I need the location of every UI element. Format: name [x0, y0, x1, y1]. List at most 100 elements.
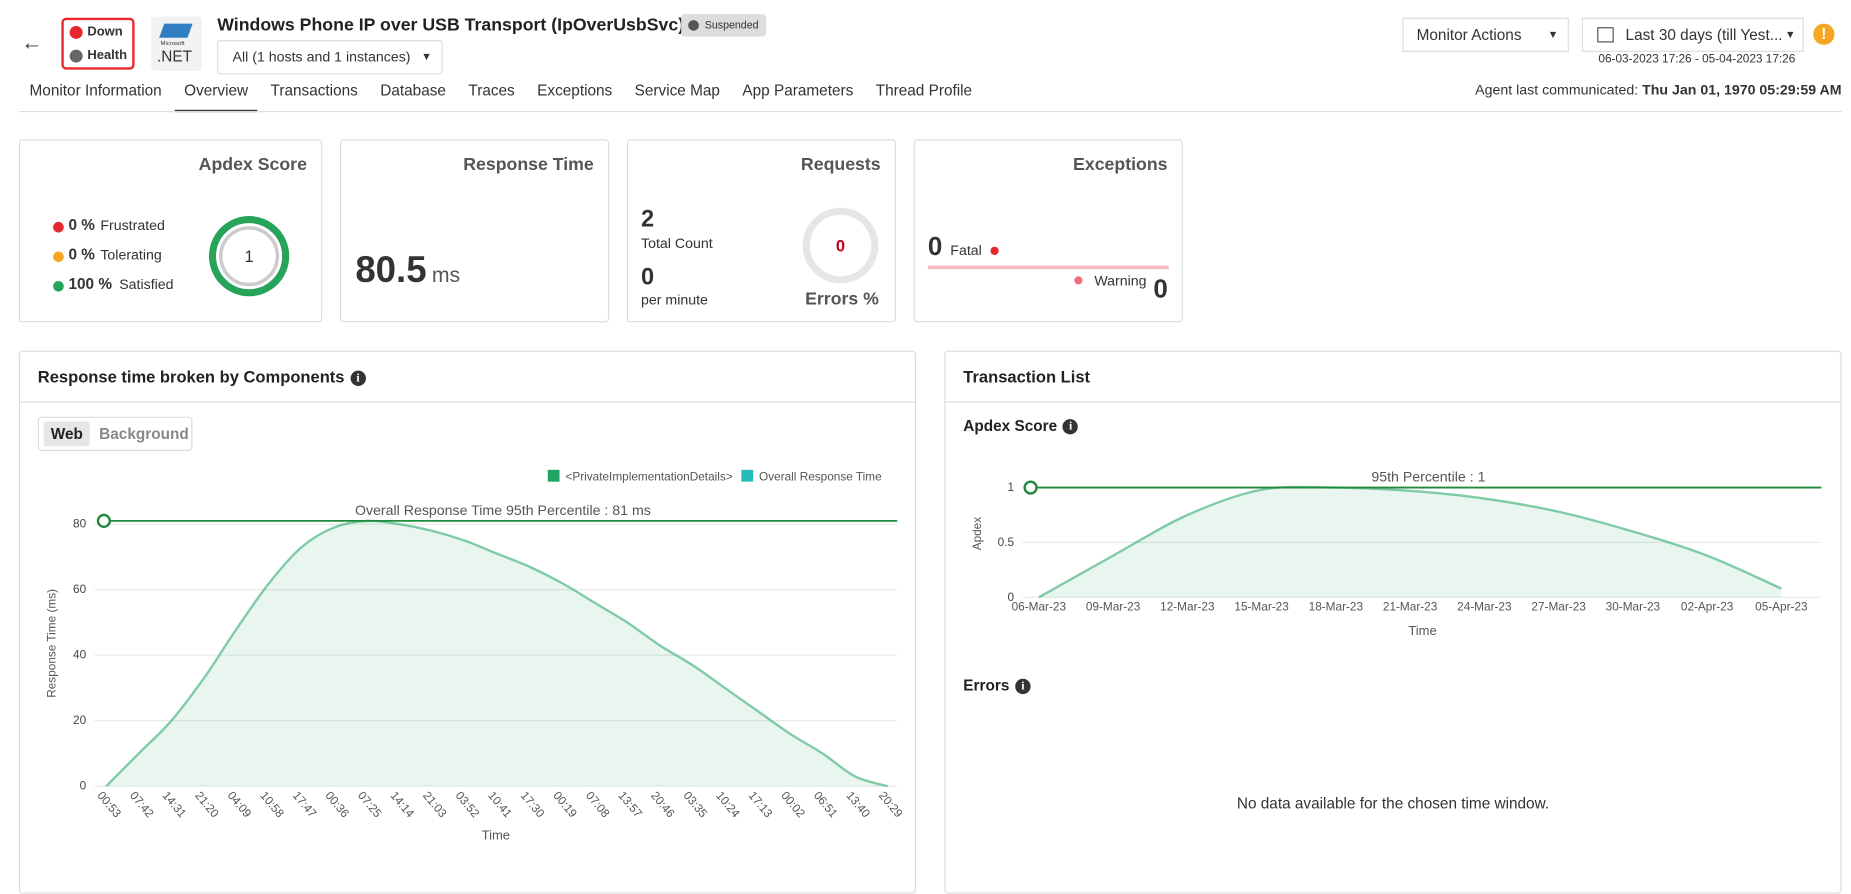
time-range[interactable]: Last 30 days (till Yest... ▼ — [1581, 17, 1804, 52]
x-tick-label: 07:25 — [355, 789, 385, 821]
response-value-row: 80.5 ms — [355, 249, 460, 291]
card-title: Response Time — [463, 154, 594, 175]
legend-label[interactable]: Overall Response Time — [759, 469, 882, 483]
ring — [802, 207, 879, 284]
tab[interactable]: App Parameters — [742, 81, 854, 100]
errors-heading: Errors i — [963, 676, 1031, 695]
apdex-chart: 0 0.5 1 06-Mar-23 09-Mar-23 12-Mar-23 15-Mar-2… — [970, 470, 1822, 638]
tab[interactable]: Overview — [174, 81, 258, 113]
x-tick-label: 13:57 — [615, 789, 645, 821]
caret: ▼ — [1547, 28, 1559, 41]
x-tick-label: 00:36 — [322, 789, 352, 821]
apdex-value: 0 % — [68, 245, 95, 264]
health: Health — [87, 48, 128, 63]
x-tick-label: 15-Mar-23 — [1234, 599, 1289, 613]
x-tick-label: 21:03 — [420, 789, 450, 821]
y-tick-label: 0.5 — [998, 535, 1015, 549]
apdex-card: Apdex Score 0 % Frustrated 0 % Tolerating 10… — [18, 139, 323, 323]
exceptions-card: Exceptions 0 Fatal Warning 0 — [913, 139, 1183, 323]
legend-label[interactable]: <PrivateImplementationDetails> — [565, 469, 732, 483]
info-icon[interactable]: i — [350, 370, 366, 387]
x-tick-label: 13:40 — [843, 789, 873, 821]
toggle-background[interactable]: Background — [99, 424, 189, 443]
x-tick-label: 00:02 — [778, 789, 808, 821]
legend-dot — [53, 251, 64, 263]
caret: ▼ — [1785, 28, 1796, 41]
caret: ▼ — [421, 50, 432, 63]
tab-divider — [18, 110, 1842, 113]
ring-inner — [218, 226, 280, 287]
legend-swatch — [741, 469, 754, 482]
x-tick-label: 06:51 — [811, 789, 841, 821]
apdex-label: Satisfied — [119, 276, 174, 293]
x-tick-label: 30-Mar-23 — [1606, 599, 1661, 613]
tab[interactable]: Transactions — [270, 81, 358, 100]
monitor-actions[interactable]: Monitor Actions ▼ — [1402, 17, 1569, 52]
agent-status: Agent last communicated: Thu Jan 01, 197… — [1475, 81, 1841, 98]
tab[interactable]: Thread Profile — [875, 81, 973, 100]
status-box[interactable]: Down Health — [61, 17, 135, 70]
status-text: Suspended — [704, 18, 759, 31]
rate: 0 — [641, 264, 655, 291]
x-axis-label: Time — [482, 827, 510, 842]
response-card: Response Time 80.5 ms — [339, 139, 610, 323]
logo-text: .NET — [157, 47, 192, 65]
x-tick-label: 02-Apr-23 — [1681, 599, 1734, 613]
x-tick-label: 03:35 — [681, 789, 711, 821]
tab[interactable]: Database — [380, 81, 446, 100]
panel-divider — [20, 401, 915, 403]
instances-dropdown[interactable]: All (1 hosts and 1 instances) ▼ — [217, 40, 443, 75]
x-tick-label: 00:19 — [550, 789, 580, 821]
y-tick-label: 60 — [73, 582, 87, 596]
fatal-label: Fatal — [950, 242, 982, 259]
x-tick-label: 10:24 — [713, 789, 743, 821]
alert-icon[interactable]: ! — [1813, 23, 1835, 45]
page: ← Down Health Microsoft .NET Windows Pho… — [18, 14, 1842, 894]
info-icon[interactable]: i — [1015, 678, 1031, 695]
apdex-value: 0 % — [68, 216, 95, 234]
app: ← Down Health Microsoft .NET Windows Pho… — [18, 14, 1842, 894]
area — [106, 520, 888, 787]
panel-title: Response time broken by Components i — [37, 367, 366, 387]
back-button[interactable]: ← — [21, 30, 43, 55]
fatal-dot — [990, 246, 999, 255]
toggle-web[interactable]: Web — [43, 421, 90, 447]
pause-icon — [688, 20, 699, 31]
panel-title-text: Response time broken by Components — [37, 367, 345, 387]
legend-swatch — [547, 469, 560, 482]
x-tick-label: 17:13 — [746, 789, 776, 821]
apdex-label: Frustrated — [100, 217, 165, 234]
reference-marker — [96, 513, 111, 528]
reference-label: 95th Percentile : 1 — [1371, 470, 1485, 486]
line — [105, 519, 889, 788]
y-tick-label: 80 — [73, 517, 87, 531]
tab[interactable]: Service Map — [634, 81, 720, 100]
agent-label: Agent last communicated: — [1475, 81, 1639, 98]
response-value: 80.5 — [355, 249, 427, 291]
x-tick-label: 00:53 — [95, 789, 125, 821]
logo-mark — [159, 23, 193, 38]
info-icon[interactable]: i — [1063, 419, 1079, 435]
warning-count: 0 — [1153, 273, 1168, 304]
x-tick-label: 21-Mar-23 — [1383, 599, 1438, 613]
tab[interactable]: Monitor Information — [29, 81, 162, 100]
errors-heading-text: Errors — [963, 676, 1010, 695]
x-tick-label: 24-Mar-23 — [1457, 599, 1512, 613]
health-icon — [69, 49, 83, 63]
tab[interactable]: Exceptions — [537, 81, 613, 100]
reference-label: Overall Response Time 95th Percentile : … — [355, 503, 651, 519]
exception-bar — [927, 265, 1169, 270]
tab[interactable]: Traces — [468, 81, 515, 100]
warning-label: Warning — [1094, 272, 1147, 290]
x-tick-label: 10:58 — [257, 789, 287, 821]
monitor-title: Windows Phone IP over USB Transport (IpO… — [217, 15, 685, 36]
y-axis-label: Apdex — [970, 517, 984, 551]
x-tick-label: 14:31 — [160, 789, 190, 821]
y-tick-label: 20 — [73, 713, 87, 727]
time-window: 06-03-2023 17:26 - 05-04-2023 17:26 — [1598, 53, 1796, 67]
card-title: Apdex Score — [198, 154, 307, 175]
x-tick-label: 21:20 — [192, 789, 222, 821]
warning-dot — [1074, 276, 1083, 285]
total-label: Total Count — [641, 234, 713, 252]
y-tick-label: 0 — [1007, 590, 1014, 604]
